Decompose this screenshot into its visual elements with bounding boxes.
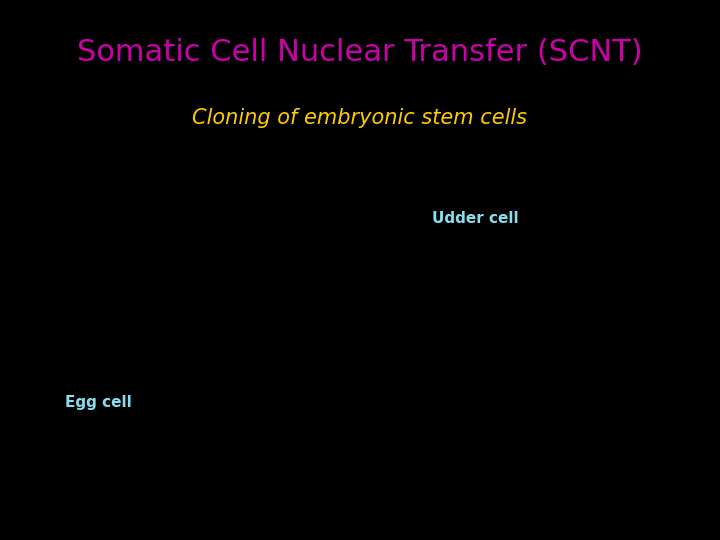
Text: Somatic Cell Nuclear Transfer (SCNT): Somatic Cell Nuclear Transfer (SCNT): [77, 38, 643, 67]
Text: Egg cell: Egg cell: [65, 395, 132, 410]
Text: Cloning of embryonic stem cells: Cloning of embryonic stem cells: [192, 108, 528, 128]
Text: Udder cell: Udder cell: [432, 211, 518, 226]
